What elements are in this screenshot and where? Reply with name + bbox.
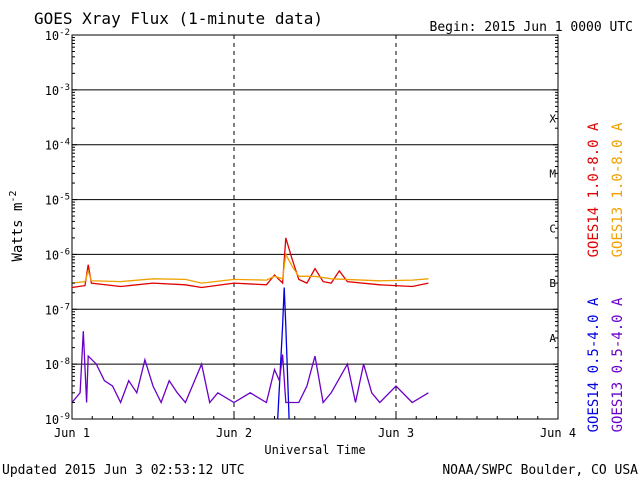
legend: GOES14 1.0-8.0 A GOES13 1.0-8.0 A GOES14 0… <box>586 122 626 432</box>
flare-class-label: B <box>549 277 556 290</box>
y-axis-label-sup: -2 <box>8 190 19 202</box>
x-tick-label: Jun 4 <box>540 426 576 440</box>
x-tick-label: Jun 2 <box>216 426 252 440</box>
x-ticks: Jun 1 Jun 2 Jun 3 Jun 4 <box>54 413 576 440</box>
legend-entry-0: GOES14 1.0-8.0 A <box>586 122 602 257</box>
legend-entry-3: GOES13 0.5-4.0 A <box>610 297 626 432</box>
y-tick-label: 10-3 <box>45 83 70 98</box>
flare-class-label: M <box>549 167 556 180</box>
y-tick-label: 10-6 <box>45 247 70 262</box>
flare-class-label: X <box>549 113 556 126</box>
legend-entry-2: GOES14 0.5-4.0 A <box>586 297 602 432</box>
chart-title: GOES Xray Flux (1-minute data) <box>34 9 323 28</box>
flare-class-label: C <box>549 222 556 235</box>
flare-class-label: A <box>549 332 556 345</box>
series-line-1 <box>71 252 429 284</box>
grid <box>72 35 558 419</box>
begin-label: Begin: 2015 Jun 1 0000 UTC <box>430 20 634 35</box>
y-axis-label: Watts m-2 <box>8 190 26 261</box>
y-tick-label: 10-4 <box>45 138 70 153</box>
y-tick-label: 10-7 <box>45 302 70 317</box>
series-line-0 <box>71 237 429 289</box>
series-line-2 <box>277 287 290 420</box>
x-tick-label: Jun 3 <box>378 426 414 440</box>
x-axis-label: Universal Time <box>264 443 365 457</box>
y-tick-label: 10-2 <box>45 28 70 43</box>
flare-class-labels: A B C M X <box>549 113 556 345</box>
updated-label: Updated 2015 Jun 3 02:53:12 UTC <box>2 463 245 478</box>
legend-entry-1: GOES13 1.0-8.0 A <box>610 122 626 257</box>
x-tick-label: Jun 1 <box>54 426 90 440</box>
credit-label: NOAA/SWPC Boulder, CO USA <box>442 463 638 478</box>
series-layer <box>71 237 429 420</box>
series-line-3 <box>71 331 429 405</box>
y-ticks: 10-9 10-8 10-7 10-6 10-5 10-4 10-3 10-2 <box>45 28 558 427</box>
y-tick-label: 10-5 <box>45 193 70 208</box>
y-tick-label: 10-8 <box>45 357 70 372</box>
y-tick-label: 10-9 <box>45 412 70 427</box>
